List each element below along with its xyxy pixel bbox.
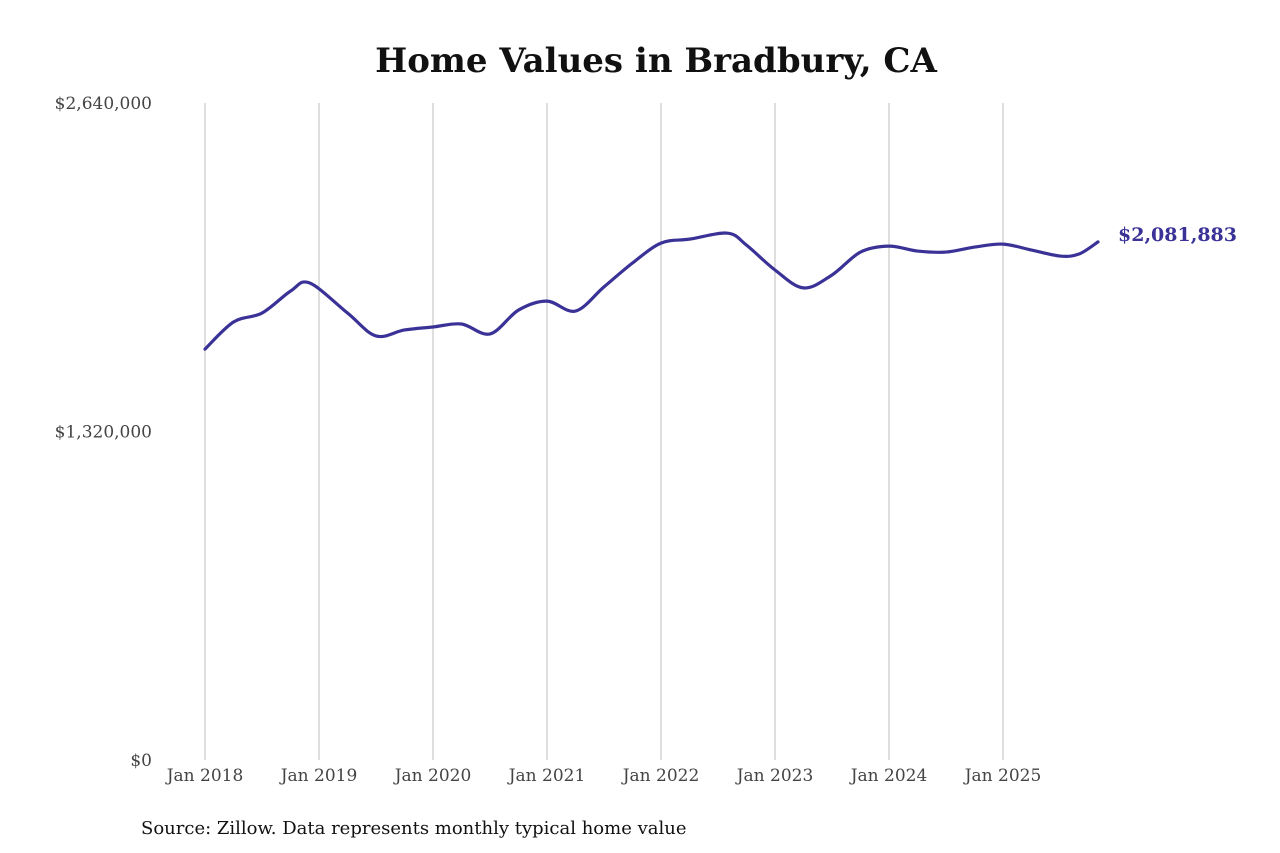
x-tick-label: Jan 2022: [621, 766, 700, 786]
x-tick-label: Jan 2023: [735, 766, 814, 786]
x-axis: Jan 2018 Jan 2019 Jan 2020 Jan 2021 Jan 2022…: [165, 766, 1042, 786]
x-tick-label: Jan 2018: [165, 766, 244, 786]
x-tick-label: Jan 2019: [279, 766, 358, 786]
end-value-label: $2,081,883: [1118, 224, 1237, 246]
x-tick-label: Jan 2024: [849, 766, 928, 786]
source-note: Source: Zillow. Data represents monthly …: [141, 818, 687, 839]
chart-title: Home Values in Bradbury, CA: [375, 41, 937, 81]
y-tick-label: $1,320,000: [55, 423, 152, 443]
y-tick-label: $2,640,000: [55, 94, 152, 114]
series-line: [203, 231, 1100, 351]
y-tick-label: $0: [130, 751, 152, 771]
x-tick-label: Jan 2025: [963, 766, 1042, 786]
y-axis: $0 $1,320,000 $2,640,000: [55, 94, 152, 771]
x-tick-label: Jan 2021: [507, 766, 586, 786]
x-tick-label: Jan 2020: [393, 766, 472, 786]
grid-lines: [204, 103, 1004, 760]
